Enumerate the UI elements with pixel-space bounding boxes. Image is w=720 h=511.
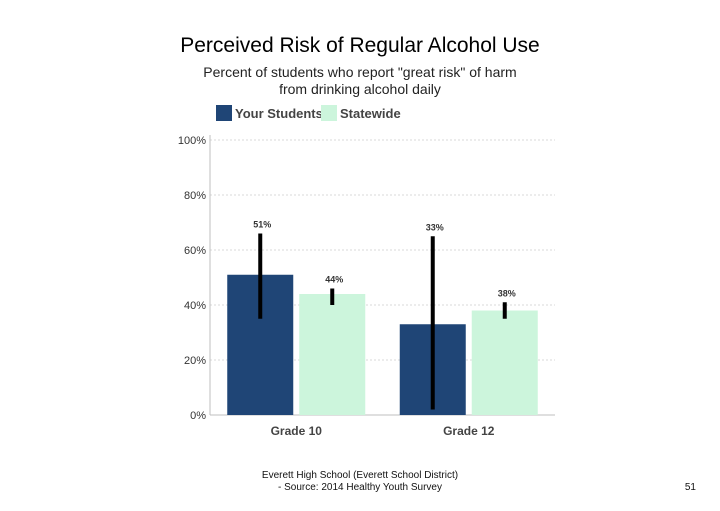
bar bbox=[299, 294, 366, 415]
legend-swatch bbox=[321, 105, 337, 121]
legend-label: Your Students bbox=[235, 106, 323, 121]
data-label: 38% bbox=[498, 288, 516, 298]
source-footer: Everett High School (Everett School Dist… bbox=[160, 470, 560, 494]
data-label: 33% bbox=[426, 222, 444, 232]
y-tick-label: 80% bbox=[184, 190, 206, 202]
footer-line-1: Everett High School (Everett School Dist… bbox=[261, 470, 459, 481]
x-tick-label: Grade 12 bbox=[443, 424, 495, 438]
legend-swatch bbox=[216, 105, 232, 121]
subtitle-line-2: from drinking alcohol daily bbox=[279, 81, 441, 97]
chart-subtitle: Percent of students who report "great ri… bbox=[0, 64, 720, 98]
footer-line-2: - Source: 2014 Healthy Youth Survey bbox=[278, 482, 442, 493]
data-label: 51% bbox=[253, 220, 271, 230]
y-tick-label: 40% bbox=[184, 300, 206, 312]
legend-label: Statewide bbox=[340, 106, 401, 121]
y-tick-label: 100% bbox=[178, 135, 206, 147]
y-tick-label: 20% bbox=[184, 355, 206, 367]
chart-title: Perceived Risk of Regular Alcohol Use bbox=[180, 34, 540, 57]
x-tick-label: Grade 10 bbox=[271, 424, 323, 438]
y-tick-label: 60% bbox=[184, 245, 206, 257]
subtitle-line-1: Percent of students who report "great ri… bbox=[203, 64, 517, 80]
y-tick-label: 0% bbox=[190, 410, 206, 422]
bar bbox=[471, 310, 538, 415]
data-label: 44% bbox=[325, 275, 343, 285]
page-number: 51 bbox=[684, 482, 696, 493]
